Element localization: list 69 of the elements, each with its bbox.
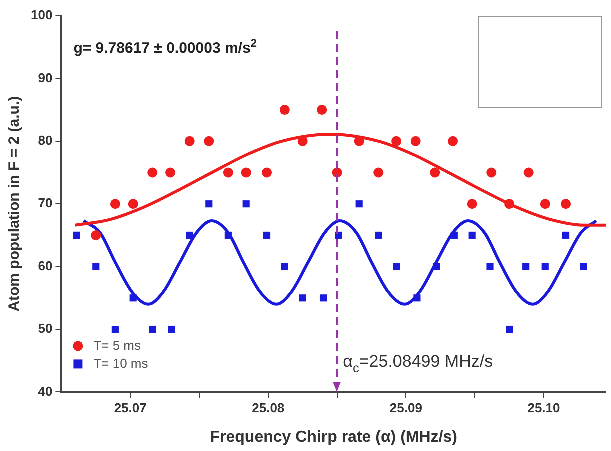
point	[356, 200, 363, 208]
point	[375, 232, 382, 239]
point	[241, 168, 252, 178]
point	[524, 168, 534, 178]
legend-label: T= 10 ms	[94, 356, 149, 371]
point	[299, 294, 306, 302]
point	[414, 294, 421, 302]
point	[432, 263, 440, 270]
point	[561, 199, 572, 210]
point	[410, 136, 421, 146]
y-axis-title: Atom population in F = 2 (a.u.)	[6, 96, 24, 312]
y-tick-label: 90	[38, 70, 53, 86]
point	[224, 232, 232, 239]
point	[506, 326, 514, 334]
point	[467, 199, 478, 210]
y-tick-label: 100	[30, 8, 53, 23]
point	[204, 136, 214, 146]
point	[148, 168, 158, 178]
line-series	[82, 220, 598, 306]
point	[562, 232, 570, 239]
point	[335, 232, 342, 239]
x-tick-label: 25.10	[528, 400, 560, 416]
x-axis-title: Frequency Chirp rate (α) (MHz/s)	[210, 428, 458, 446]
point	[280, 105, 290, 116]
point	[186, 232, 194, 239]
point	[374, 168, 384, 178]
point	[110, 199, 120, 210]
point	[317, 105, 328, 116]
point	[281, 263, 288, 270]
x-tick-label: 25.09	[390, 400, 422, 416]
point	[468, 232, 476, 239]
y-tick-label: 70	[38, 196, 53, 211]
point	[168, 326, 176, 334]
point	[112, 326, 119, 334]
point	[486, 168, 497, 178]
point	[262, 168, 272, 178]
point	[128, 199, 138, 210]
legend-label: T= 5 ms	[94, 338, 142, 353]
point	[298, 136, 308, 146]
point	[580, 263, 588, 270]
y-tick-label: 50	[38, 321, 53, 336]
point	[540, 199, 550, 210]
point	[206, 200, 213, 208]
y-tick-label: 40	[38, 384, 53, 399]
y-tick-label: 60	[38, 258, 53, 274]
point	[448, 136, 458, 146]
point	[504, 199, 515, 210]
point	[393, 263, 400, 270]
point	[92, 263, 100, 270]
point	[486, 263, 494, 270]
point	[223, 168, 234, 178]
x-tick-label: 25.07	[114, 400, 147, 416]
point	[130, 294, 137, 302]
point	[166, 168, 176, 178]
point	[522, 263, 530, 270]
point	[73, 232, 80, 239]
line-series	[74, 133, 606, 227]
point	[450, 232, 458, 239]
y-tick-label: 80	[38, 132, 53, 148]
point	[320, 294, 328, 302]
point	[392, 136, 402, 146]
point	[242, 200, 250, 208]
point	[430, 168, 440, 178]
point	[542, 263, 549, 270]
point	[263, 232, 271, 239]
point	[149, 326, 156, 334]
point	[91, 230, 102, 240]
x-tick-label: 25.08	[252, 400, 285, 416]
point	[184, 136, 195, 146]
